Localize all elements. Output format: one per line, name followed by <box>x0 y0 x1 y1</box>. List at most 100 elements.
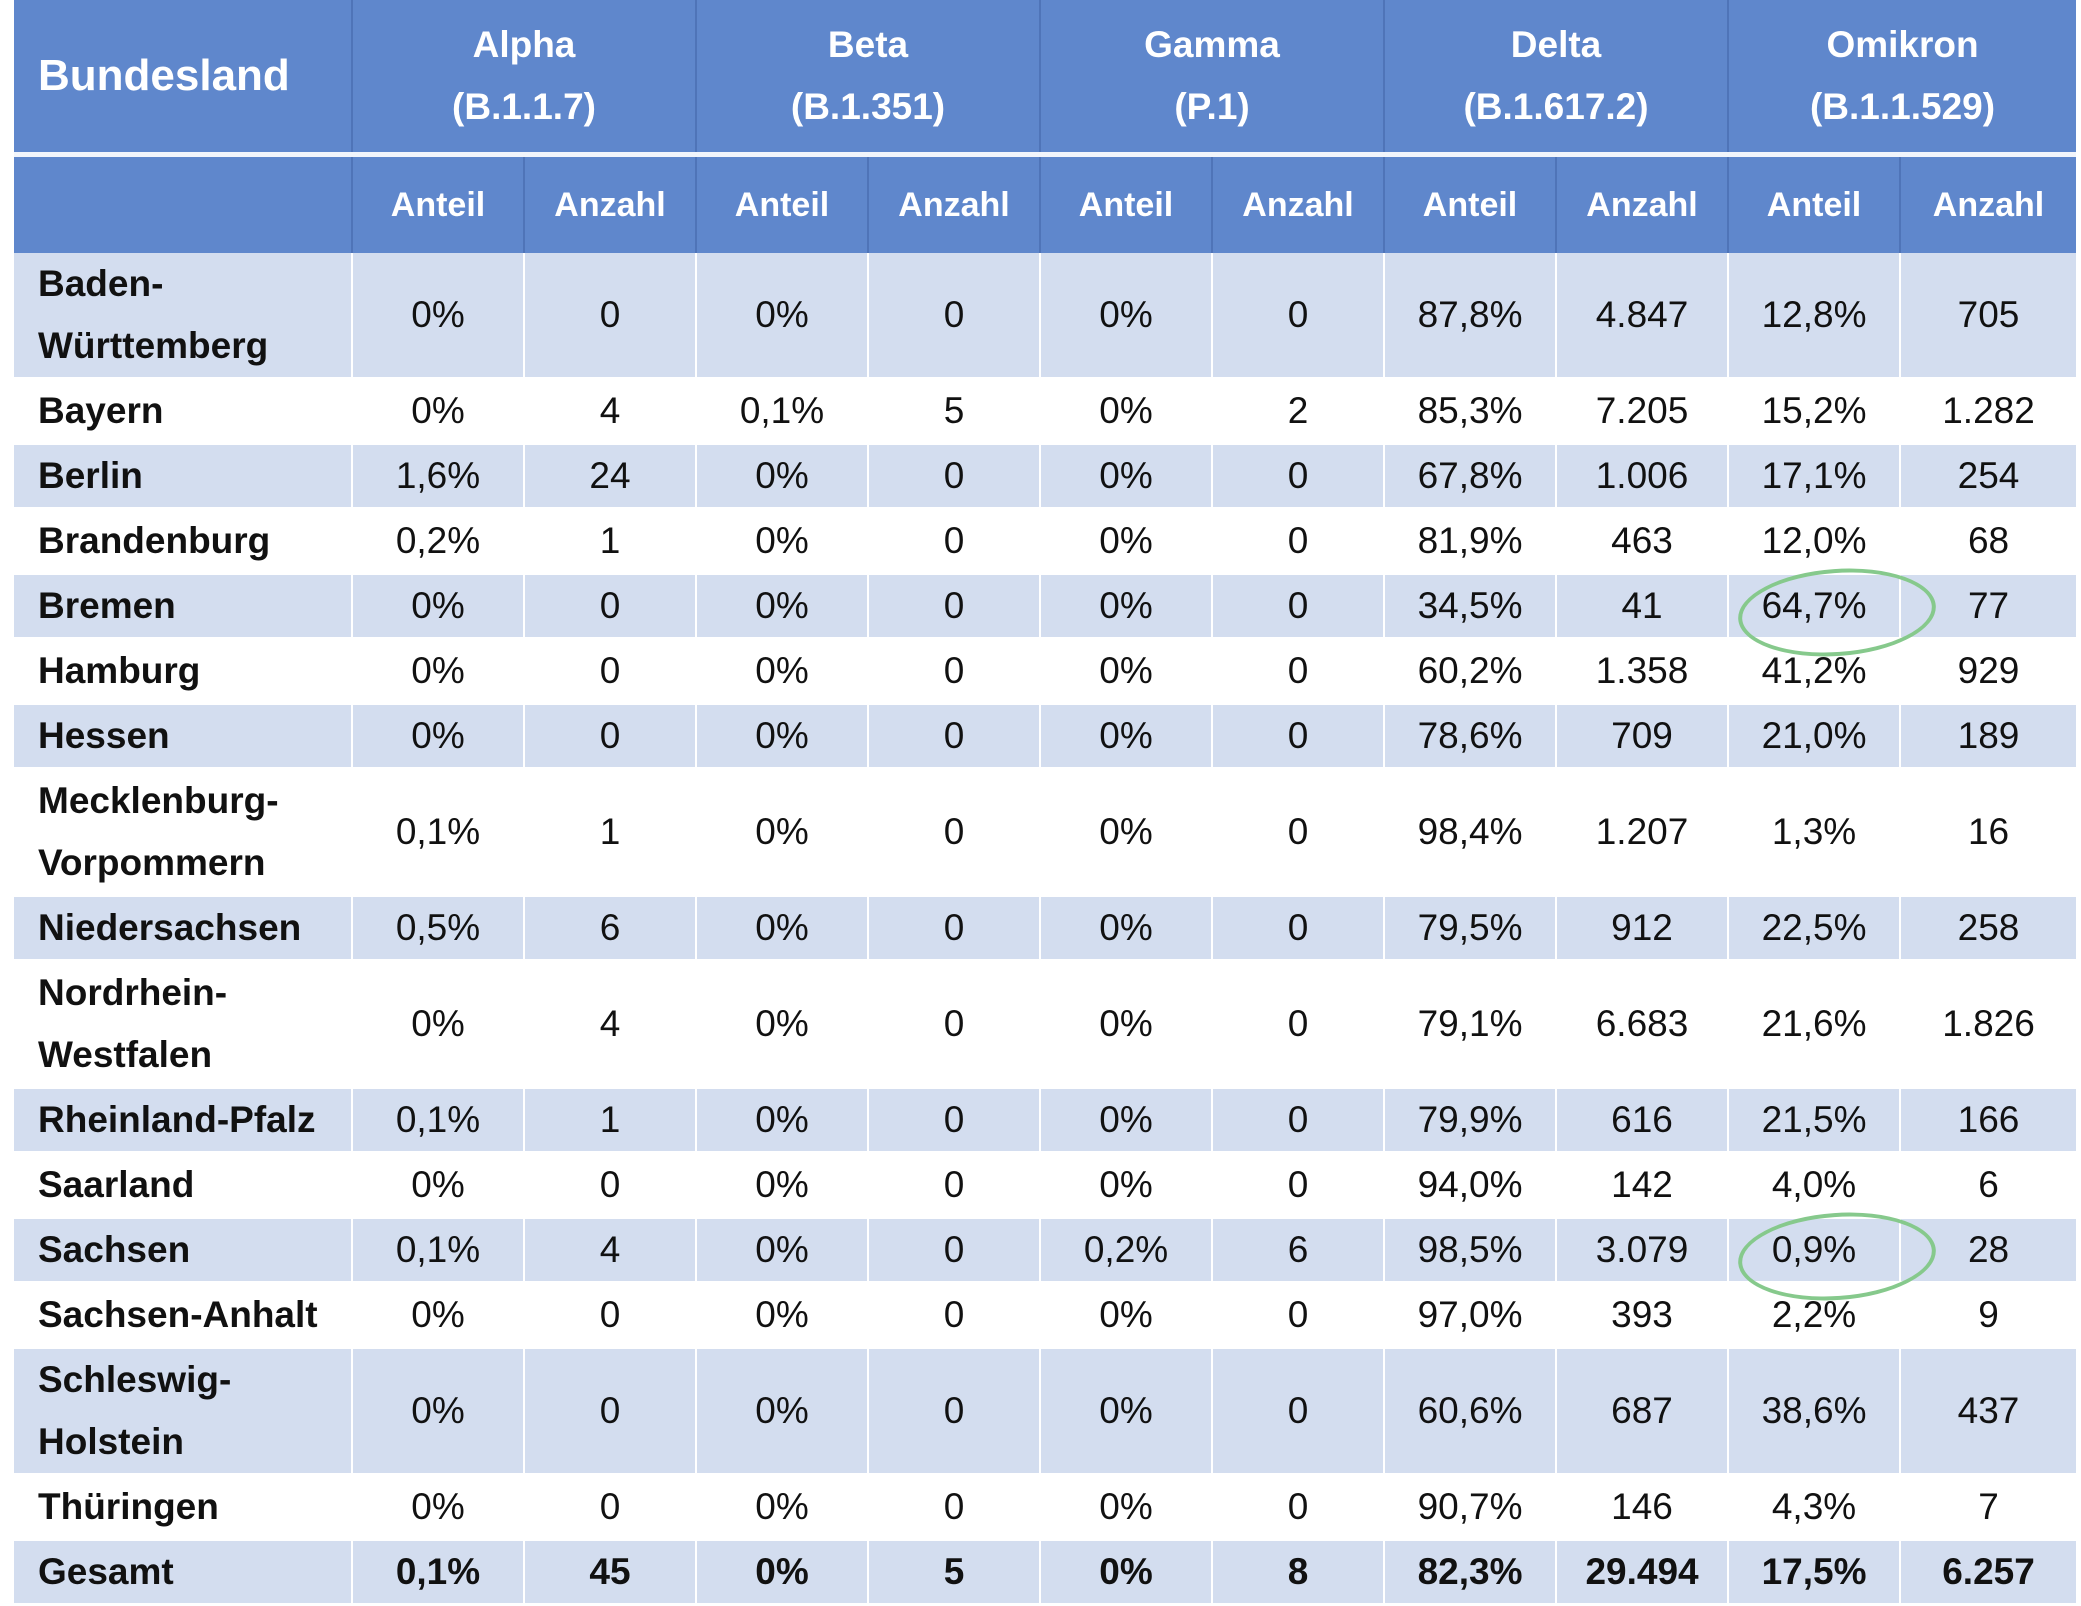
table-row: Saarland 0% 0 0% 0 0% 0 94,0% 142 4,0% 6 <box>14 1152 2077 1219</box>
share-cell: 94,0% <box>1383 1152 1557 1219</box>
count-cell: 16 <box>1899 768 2077 897</box>
table-row: Hessen 0% 0 0% 0 0% 0 78,6% 709 21,0% 189 <box>14 703 2077 770</box>
count-cell: 0 <box>1211 768 1385 897</box>
count-cell: 1 <box>523 508 696 575</box>
share-cell: 0% <box>695 703 868 770</box>
share-cell: 0% <box>351 378 524 445</box>
table-row: Berlin 1,6% 24 0% 0 0% 0 67,8% 1.006 17,1% 254 <box>14 443 2077 510</box>
count-cell: 0 <box>866 1152 1041 1219</box>
share-cell: 21,6% <box>1727 960 1901 1089</box>
share-cell: 82,3% <box>1383 1539 1557 1606</box>
share-cell: 79,5% <box>1383 895 1557 962</box>
share-cell: 12,0% <box>1727 508 1901 575</box>
variant-name: Gamma <box>1144 24 1280 65</box>
variant-name: Beta <box>827 24 909 65</box>
count-cell: 6 <box>1211 1217 1385 1284</box>
share-cell: 0% <box>351 703 524 770</box>
subheader-count: Anzahl <box>1899 152 2077 253</box>
count-cell: 0 <box>523 1152 696 1219</box>
table-row: Hamburg 0% 0 0% 0 0% 0 60,2% 1.358 41,2% 929 <box>14 638 2077 705</box>
count-cell: 41 <box>1555 573 1729 640</box>
state-name: Berlin <box>14 443 352 510</box>
share-cell: 0,1% <box>351 1217 524 1284</box>
count-cell: 0 <box>1211 1282 1385 1349</box>
count-cell: 0 <box>1211 443 1385 510</box>
table-row: Bayern 0% 4 0,1% 5 0% 2 85,3% 7.205 15,2% 1.282 <box>14 378 2077 445</box>
count-cell: 6.683 <box>1555 960 1729 1089</box>
header-row-subcolumns: Anteil Anzahl Anteil Anzahl Anteil Anzah… <box>14 152 2077 253</box>
state-name: Bremen <box>14 573 352 640</box>
count-cell: 146 <box>1555 1474 1729 1541</box>
share-cell: 15,2% <box>1727 378 1901 445</box>
share-cell: 17,5% <box>1727 1539 1901 1606</box>
variant-header-delta: Delta (B.1.617.2) <box>1383 0 1729 155</box>
subheader-count: Anzahl <box>523 152 696 253</box>
count-cell: 0 <box>866 703 1041 770</box>
count-cell: 437 <box>1899 1347 2077 1476</box>
count-cell: 687 <box>1555 1347 1729 1476</box>
share-cell: 0% <box>695 1539 868 1606</box>
subheader-empty <box>14 152 352 253</box>
count-cell: 4 <box>523 960 696 1089</box>
share-cell: 0% <box>351 1474 524 1541</box>
table-body: Baden-Württemberg 0% 0 0% 0 0% 0 87,8% 4.847 12,8… <box>14 253 2077 1606</box>
table-row: Schleswig-Holstein 0% 0 0% 0 0% 0 60,6% 687 38,6%… <box>14 1347 2077 1476</box>
subheader-share: Anteil <box>351 152 524 253</box>
share-cell: 0% <box>1039 960 1213 1089</box>
share-cell: 22,5% <box>1727 895 1901 962</box>
count-cell: 142 <box>1555 1152 1729 1219</box>
share-cell: 98,5% <box>1383 1217 1557 1284</box>
count-cell: 0 <box>866 573 1041 640</box>
count-cell: 1 <box>523 768 696 897</box>
count-cell: 68 <box>1899 508 2077 575</box>
share-cell: 34,5% <box>1383 573 1557 640</box>
count-cell: 2 <box>1211 378 1385 445</box>
share-cell: 0% <box>695 1217 868 1284</box>
subheader-count: Anzahl <box>1211 152 1385 253</box>
state-name: Saarland <box>14 1152 352 1219</box>
table-row: Nordrhein-Westfalen 0% 4 0% 0 0% 0 79,1% 6.683 21… <box>14 960 2077 1089</box>
subheader-count: Anzahl <box>1555 152 1729 253</box>
count-cell: 0 <box>523 703 696 770</box>
share-cell: 64,7% <box>1727 573 1901 640</box>
share-cell: 0% <box>695 508 868 575</box>
count-cell: 1.358 <box>1555 638 1729 705</box>
share-cell: 0,2% <box>351 508 524 575</box>
variant-table: Bundesland Alpha (B.1.1.7) Beta (B.1.351) … <box>14 0 2077 1606</box>
count-cell: 705 <box>1899 253 2077 380</box>
variant-name: Alpha <box>472 24 576 65</box>
count-cell: 5 <box>866 1539 1041 1606</box>
share-cell: 4,3% <box>1727 1474 1901 1541</box>
count-cell: 1 <box>523 1087 696 1154</box>
table-header: Bundesland Alpha (B.1.1.7) Beta (B.1.351) … <box>14 0 2077 253</box>
variant-lineage: (P.1) <box>1174 86 1250 127</box>
share-cell: 0,1% <box>351 1087 524 1154</box>
share-cell: 60,6% <box>1383 1347 1557 1476</box>
count-cell: 0 <box>1211 638 1385 705</box>
share-cell: 0% <box>351 253 524 380</box>
count-cell: 0 <box>1211 1152 1385 1219</box>
share-cell: 0% <box>1039 703 1213 770</box>
share-cell: 0% <box>1039 1282 1213 1349</box>
variant-lineage: (B.1.1.7) <box>452 86 596 127</box>
state-name: Nordrhein-Westfalen <box>14 960 352 1089</box>
count-cell: 0 <box>866 960 1041 1089</box>
count-cell: 0 <box>523 1474 696 1541</box>
count-cell: 709 <box>1555 703 1729 770</box>
count-cell: 0 <box>866 443 1041 510</box>
count-cell: 463 <box>1555 508 1729 575</box>
state-name: Brandenburg <box>14 508 352 575</box>
share-cell: 85,3% <box>1383 378 1557 445</box>
variant-table-container: Bundesland Alpha (B.1.1.7) Beta (B.1.351) … <box>14 0 2077 1606</box>
state-name: Bayern <box>14 378 352 445</box>
table-row: Thüringen 0% 0 0% 0 0% 0 90,7% 146 4,3% 7 <box>14 1474 2077 1541</box>
share-cell: 0% <box>695 638 868 705</box>
state-name: Niedersachsen <box>14 895 352 962</box>
share-cell: 0,9% <box>1727 1217 1901 1284</box>
variant-lineage: (B.1.617.2) <box>1463 86 1649 127</box>
table-row: Bremen 0% 0 0% 0 0% 0 34,5% 41 64,7% 77 <box>14 573 2077 640</box>
state-name: Schleswig-Holstein <box>14 1347 352 1476</box>
count-cell: 0 <box>866 253 1041 380</box>
share-cell: 1,3% <box>1727 768 1901 897</box>
variant-header-omikron: Omikron (B.1.1.529) <box>1727 0 2077 155</box>
